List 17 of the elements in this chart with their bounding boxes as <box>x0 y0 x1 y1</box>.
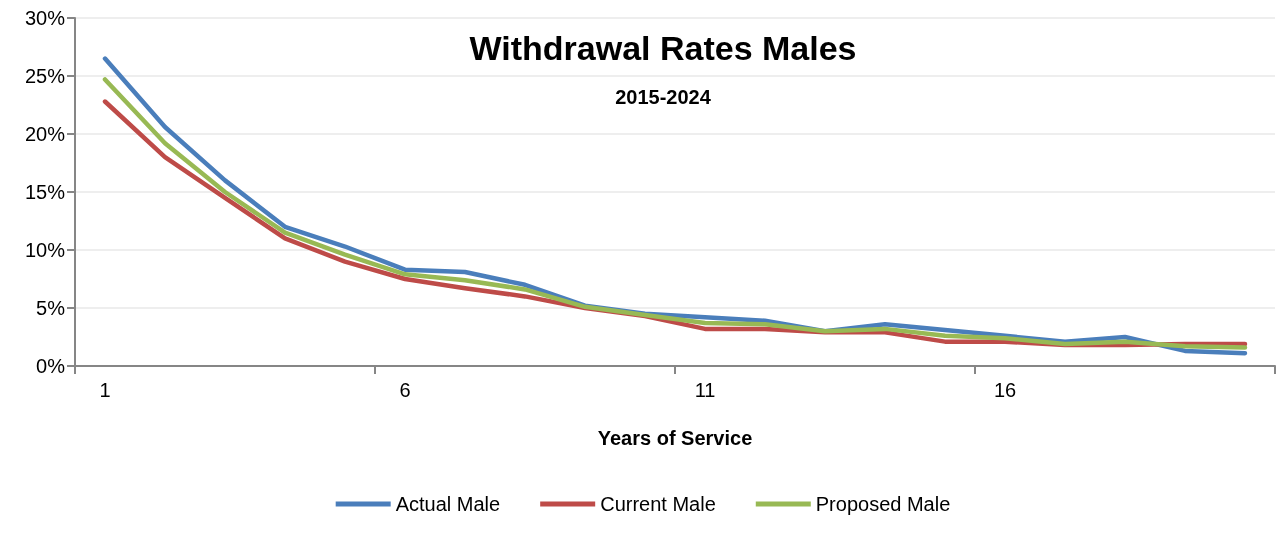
chart-title: Withdrawal Rates Males <box>469 29 857 67</box>
y-tick-label: 0% <box>36 355 66 377</box>
y-tick-label: 20% <box>24 123 66 145</box>
x-tick-label: 6 <box>399 379 411 401</box>
y-tick-label: 15% <box>24 181 66 203</box>
y-tick-label: 25% <box>24 65 66 87</box>
y-tick-label: 30% <box>24 7 66 29</box>
y-tick-label: 5% <box>36 297 66 319</box>
y-tick-label: 10% <box>24 239 66 261</box>
x-tick-label: 1 <box>99 379 111 401</box>
legend-label: Proposed Male <box>815 493 951 515</box>
x-axis-title: Years of Service <box>597 427 753 449</box>
text: 2015-2024 <box>615 86 712 108</box>
x-tick-label: 16 <box>993 379 1017 401</box>
x-tick-label: 11 <box>694 379 716 401</box>
legend-label: Current Male <box>600 493 716 515</box>
legend-label: Actual Male <box>395 493 501 515</box>
